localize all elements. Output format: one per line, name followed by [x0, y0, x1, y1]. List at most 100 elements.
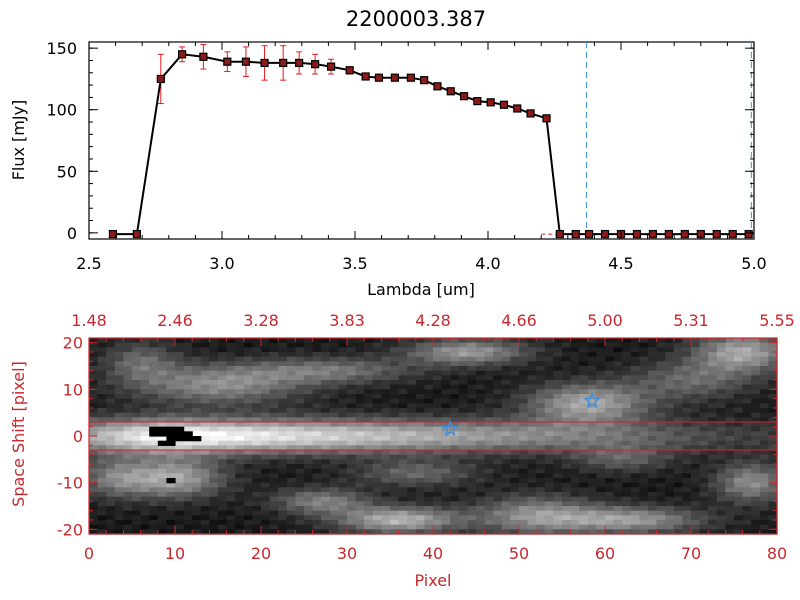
heatmap-cell: [424, 515, 434, 521]
heatmap-cell: [570, 464, 580, 470]
heatmap-cell: [691, 459, 701, 465]
heatmap-cell: [97, 338, 107, 344]
heatmap-cell: [467, 510, 477, 516]
heatmap-cell: [329, 380, 339, 386]
heatmap-cell: [415, 356, 425, 362]
heatmap-cell: [716, 412, 726, 418]
heatmap-cell: [347, 529, 357, 535]
heatmap-cell: [200, 384, 210, 390]
heatmap-cell: [751, 506, 761, 512]
heatmap-cell: [97, 459, 107, 465]
heatmap-cell: [321, 524, 331, 530]
heatmap-cell: [183, 347, 193, 353]
heatmap-cell: [364, 380, 374, 386]
heatmap-cell: [519, 352, 529, 358]
heatmap-cell: [364, 501, 374, 507]
heatmap-cell: [243, 482, 253, 488]
heatmap-cell: [123, 468, 133, 474]
heatmap-cell: [140, 403, 150, 409]
heatmap-cell: [605, 389, 615, 395]
heatmap-cell: [562, 389, 572, 395]
heatmap-cell: [605, 347, 615, 353]
heatmap-cell: [527, 440, 537, 446]
heatmap-cell: [114, 506, 124, 512]
heatmap-cell: [553, 473, 563, 479]
heatmap-cell: [89, 342, 99, 348]
heatmap-cell: [613, 426, 623, 432]
heatmap-cell: [622, 375, 632, 381]
heatmap-cell: [579, 342, 589, 348]
heatmap-cell: [278, 370, 288, 376]
heatmap-cell: [424, 440, 434, 446]
heatmap-cell: [725, 384, 735, 390]
heatmap-cell: [510, 459, 520, 465]
heatmap-cell: [484, 468, 494, 474]
heatmap-cell: [312, 417, 322, 423]
heatmap-cell: [295, 454, 305, 460]
heatmap-cell: [699, 347, 709, 353]
heatmap-cell: [200, 506, 210, 512]
heatmap-cell: [183, 520, 193, 526]
heatmap-cell: [295, 440, 305, 446]
heatmap-cell: [321, 529, 331, 535]
heatmap-cell: [570, 440, 580, 446]
heatmap-cell: [605, 501, 615, 507]
heatmap-cell: [734, 384, 744, 390]
heatmap-cell: [312, 394, 322, 400]
heatmap-cell: [226, 380, 236, 386]
heatmap-cell: [656, 464, 666, 470]
heatmap-cell: [622, 352, 632, 358]
heatmap-cell: [304, 412, 314, 418]
heatmap-cell: [734, 496, 744, 502]
heatmap-cell: [415, 478, 425, 484]
heatmap-cell: [622, 478, 632, 484]
heatmap-cell: [347, 459, 357, 465]
heatmap-cell: [286, 440, 296, 446]
heatmap-cell: [192, 422, 202, 428]
heatmap-cell: [398, 473, 408, 479]
heatmap-cell: [372, 361, 382, 367]
heatmap-cell: [613, 450, 623, 456]
heatmap-cell: [630, 506, 640, 512]
heatmap-cell: [97, 440, 107, 446]
heatmap-cell: [716, 342, 726, 348]
data-point: [513, 104, 522, 113]
heatmap-cell: [114, 487, 124, 493]
heatmap-cell: [759, 394, 769, 400]
heatmap-cell: [372, 440, 382, 446]
heatmap-cell: [123, 361, 133, 367]
heatmap-cell: [304, 468, 314, 474]
heatmap-cell: [278, 394, 288, 400]
heatmap-cell: [699, 445, 709, 451]
heatmap-cell: [519, 445, 529, 451]
heatmap-cell: [570, 389, 580, 395]
heatmap-cell: [519, 436, 529, 442]
heatmap-cell: [691, 529, 701, 535]
heatmap-cell: [501, 403, 511, 409]
heatmap-cell: [536, 384, 546, 390]
heatmap-cell: [89, 464, 99, 470]
heatmap-cell: [114, 347, 124, 353]
heatmap-cell: [157, 496, 167, 502]
heatmap-cell: [570, 454, 580, 460]
heatmap-cell: [622, 459, 632, 465]
heatmap-cell: [218, 501, 228, 507]
heatmap-cell: [381, 482, 391, 488]
heatmap-cell: [286, 464, 296, 470]
heatmap-cell: [295, 370, 305, 376]
heatmap-cell: [553, 454, 563, 460]
space-shift-tick-label: 10: [63, 380, 83, 399]
heatmap-cell: [252, 520, 262, 526]
heatmap-cell: [699, 361, 709, 367]
heatmap-cell: [544, 440, 554, 446]
heatmap-cell: [639, 501, 649, 507]
heatmap-cell: [458, 426, 468, 432]
heatmap-cell: [114, 468, 124, 474]
heatmap-cell: [200, 487, 210, 493]
heatmap-cell: [716, 361, 726, 367]
heatmap-cell: [484, 445, 494, 451]
heatmap-cell: [355, 487, 365, 493]
heatmap-cell: [321, 417, 331, 423]
heatmap-cell: [501, 506, 511, 512]
heatmap-cell: [157, 468, 167, 474]
